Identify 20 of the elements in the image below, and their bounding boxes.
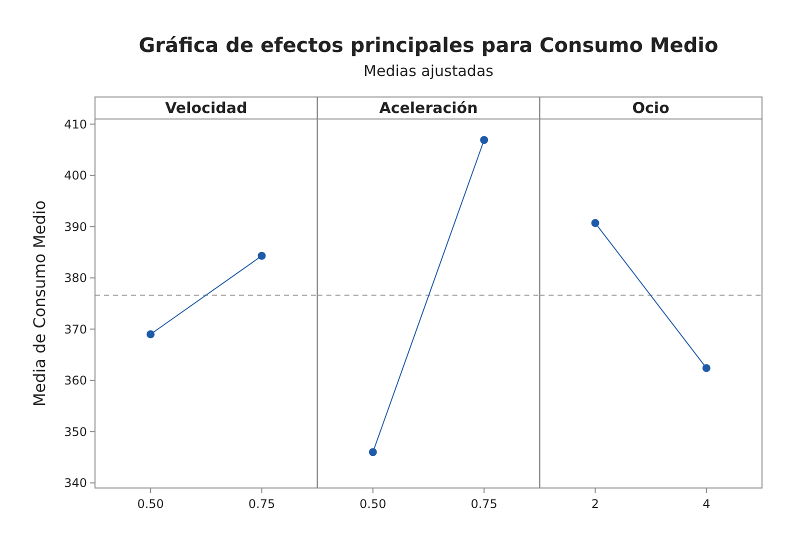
chart-title: Velocidad xyxy=(165,99,248,117)
y-tick-label: 370 xyxy=(64,322,87,336)
x-tick-label: 0.50 xyxy=(137,497,164,511)
y-tick-label: 390 xyxy=(64,220,87,234)
x-tick-label: 0.50 xyxy=(360,497,386,511)
x-tick-label: 0.75 xyxy=(248,497,276,511)
chart-title: Aceleración xyxy=(379,99,478,117)
y-tick-label: 410 xyxy=(64,117,87,132)
y-tick-label: 350 xyxy=(64,424,87,439)
x-tick-label: 4 xyxy=(702,497,710,511)
y-axis-title: Media de Consumo Medio xyxy=(30,200,49,407)
text: Medias ajustadas xyxy=(364,62,494,80)
y-tick-label: 400 xyxy=(64,168,87,183)
y-tick-label: 340 xyxy=(64,476,87,490)
text: Gráfica de efectos principales para Consumo Medio xyxy=(138,33,718,57)
y-tick-label: 380 xyxy=(64,271,87,286)
y-tick-label: 360 xyxy=(64,374,87,388)
x-tick-label: 2 xyxy=(591,497,600,511)
x-tick-label: 0.75 xyxy=(470,497,498,511)
chart-title: Ocio xyxy=(632,99,670,117)
